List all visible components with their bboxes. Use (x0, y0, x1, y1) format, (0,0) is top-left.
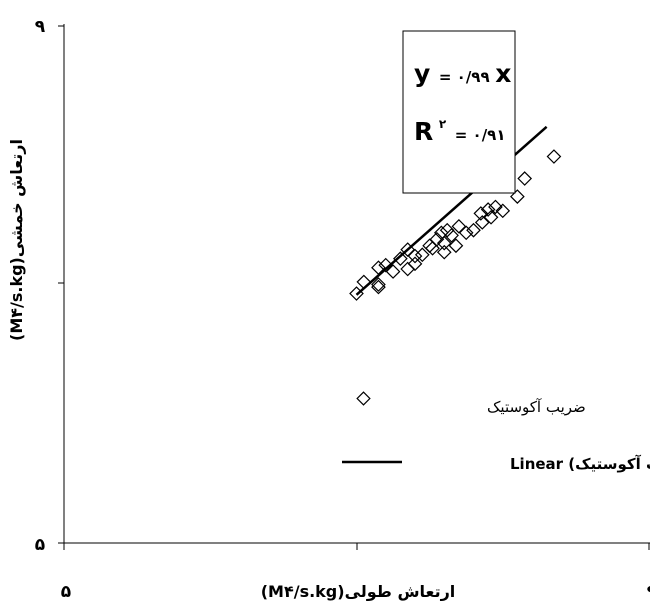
r-squared: R ۲ = ۰/۹۱ (414, 113, 506, 146)
x-tick-label-left: ۵ (61, 582, 71, 602)
data-point-20 (444, 228, 459, 243)
data-point-22 (451, 218, 467, 234)
data-point-9 (400, 261, 416, 277)
data-point-12 (414, 247, 430, 263)
data-point-11 (407, 256, 423, 272)
y-axis-title: ارتعاش خمشی(M۴/s.kg) (7, 139, 26, 341)
axes (58, 24, 650, 550)
data-point-18 (436, 235, 452, 251)
data-point-32 (517, 171, 533, 186)
data-point-15 (429, 231, 445, 247)
data-point-29 (488, 199, 503, 215)
data-point-28 (483, 209, 499, 225)
data-point-30 (495, 203, 511, 219)
data-point-17 (436, 244, 452, 260)
data-point-3 (371, 277, 386, 292)
x-axis-title: ارتعاش طولی(M۴/s.kg) (261, 582, 456, 601)
data-point-33 (546, 149, 562, 164)
data-point-2 (371, 279, 386, 295)
data-point-10 (407, 248, 423, 264)
data-point-5 (378, 257, 394, 273)
data-point-19 (439, 222, 455, 238)
data-points (349, 149, 562, 301)
r-sup: ۲ (439, 117, 447, 131)
data-point-27 (480, 202, 496, 217)
data-point-21 (448, 238, 464, 254)
eq-var: x (495, 59, 511, 88)
data-point-31 (510, 189, 525, 204)
r-lhs: R (414, 117, 433, 146)
eq-rhs: = ۰/۹۹ (439, 68, 490, 86)
regression-equation: y = ۰/۹۹ x (414, 59, 511, 88)
legend: ضریب آکوستیک (ضریب آکوستیک) Linear (342, 391, 650, 473)
data-point-6 (385, 264, 401, 279)
equation-box: y = ۰/۹۹ x R ۲ = ۰/۹۱ (402, 30, 516, 194)
y-tick-label-bottom: ۵ (35, 535, 45, 555)
y-tick-label-top: ۹ (35, 17, 46, 37)
r-rhs: = ۰/۹۱ (455, 126, 506, 144)
data-point-1 (356, 274, 372, 290)
equation-box-frame (402, 30, 516, 194)
legend-label-scatter: ضریب آکوستیک (487, 398, 586, 416)
data-point-7 (393, 251, 408, 266)
eq-lhs: y (414, 59, 430, 88)
data-point-24 (466, 222, 481, 238)
data-point-26 (474, 215, 490, 230)
data-point-25 (473, 206, 489, 221)
data-point-23 (458, 225, 474, 241)
x-tick-label-right: ۹ (647, 582, 650, 602)
legend-label-line: (ضریب آکوستیک) Linear (510, 455, 650, 473)
legend-marker-diamond (356, 391, 371, 406)
data-point-14 (425, 240, 440, 256)
